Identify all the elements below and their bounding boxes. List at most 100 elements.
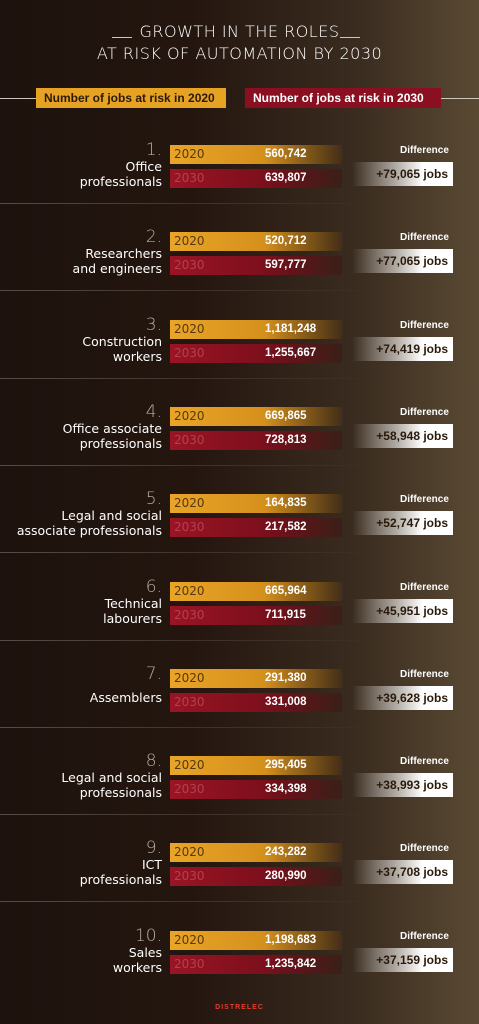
bar-2030: 2030 1,235,842 — [170, 954, 342, 974]
title-dash-left — [112, 37, 132, 38]
row-separator — [0, 464, 380, 466]
row-label: Assemblers — [2, 690, 162, 705]
chart-row: 4. Office associate professionals 2020 669,8… — [0, 402, 479, 489]
chart-row: 8. Legal and social professionals 2020 295,4… — [0, 751, 479, 838]
row-label: Sales workers — [2, 945, 162, 975]
row-rank: 10. — [134, 925, 162, 946]
bar-2020: 2020 243,282 — [170, 843, 342, 863]
difference-label: Difference — [400, 494, 449, 506]
difference-value: +52,747 jobs — [352, 511, 453, 536]
bar-2020-value: 669,865 — [265, 409, 307, 422]
row-label-line2: workers — [112, 348, 162, 364]
bar-2020: 2020 164,835 — [170, 494, 342, 514]
bar-2020-year: 2020 — [174, 583, 205, 598]
bar-2020-year: 2020 — [174, 845, 205, 860]
bar-2030: 2030 1,255,667 — [170, 343, 342, 363]
row-separator — [0, 552, 380, 554]
row-rank: 8. — [145, 751, 162, 772]
bar-2020-year: 2020 — [174, 321, 205, 336]
chart-title-line1: GROWTH IN THE ROLES — [0, 22, 479, 41]
row-label: Technical labourers — [2, 596, 162, 626]
bar-2030: 2030 331,008 — [170, 692, 342, 712]
row-rank: 7. — [145, 663, 162, 684]
chart-row: 5. Legal and social associate professional… — [0, 489, 479, 576]
legend-rule-left — [0, 98, 36, 99]
difference-label: Difference — [400, 668, 449, 680]
row-label: ICT professionals — [2, 857, 162, 887]
bar-2030: 2030 728,813 — [170, 430, 342, 450]
bar-2020-year: 2020 — [174, 234, 205, 249]
bar-2020-value: 243,282 — [265, 846, 307, 859]
row-label-line1: Office associate — [62, 420, 162, 436]
row-separator — [0, 726, 380, 728]
bar-2020: 2020 520,712 — [170, 232, 342, 252]
difference-label: Difference — [400, 319, 449, 331]
bar-2020: 2020 669,865 — [170, 406, 342, 426]
row-label-line2: and engineers — [72, 261, 162, 277]
row-rank: 5. — [145, 489, 162, 510]
row-label: Office associate professionals — [2, 421, 162, 451]
legend-2020: Number of jobs at risk in 2020 — [36, 88, 226, 108]
bar-2020-value: 520,712 — [265, 235, 307, 248]
row-label-line1: ICT — [141, 857, 162, 873]
difference-value: +77,065 jobs — [352, 249, 453, 274]
row-rank: 9. — [145, 838, 162, 859]
row-label-line1: Researchers — [85, 246, 162, 262]
row-label-line2: associate professionals — [16, 523, 162, 539]
bar-2030-year: 2030 — [174, 345, 205, 360]
difference-label: Difference — [400, 930, 449, 942]
row-label-line1: Office — [125, 159, 163, 174]
bar-2020: 2020 1,181,248 — [170, 319, 342, 339]
chart-row: 9. ICT professionals 2020 243,282 2030 280,990… — [0, 838, 479, 925]
bar-2020: 2020 295,405 — [170, 756, 342, 776]
legend-2030: Number of jobs at risk in 2030 — [245, 88, 441, 108]
bar-2030: 2030 597,777 — [170, 256, 342, 276]
title-dash-right — [340, 37, 360, 38]
difference-value: +38,993 jobs — [352, 773, 453, 798]
bar-2030-value: 597,777 — [265, 259, 307, 272]
bar-2030: 2030 217,582 — [170, 518, 342, 538]
row-label-line2: professionals — [79, 174, 162, 189]
bar-2030-year: 2030 — [174, 956, 205, 971]
bar-2030: 2030 334,398 — [170, 780, 342, 800]
difference-label: Difference — [400, 145, 449, 156]
bar-2030-year: 2030 — [174, 607, 205, 622]
difference-value: +58,948 jobs — [352, 423, 453, 448]
chart-row: 1. Office professionals 2020 560,742 2030 639,… — [0, 140, 479, 227]
difference-value: +37,708 jobs — [352, 860, 453, 885]
row-label: Researchers and engineers — [2, 246, 162, 276]
bar-2020-value: 164,835 — [265, 497, 307, 510]
chart-row: 10. Sales workers 2020 1,198,683 2030 1,235,84… — [0, 926, 479, 1013]
row-label-line1: Assemblers — [89, 689, 162, 705]
row-label: Office professionals — [2, 159, 162, 189]
difference-value: +45,951 jobs — [352, 598, 453, 623]
row-label-line2: professionals — [79, 435, 162, 451]
row-separator — [0, 814, 380, 816]
bar-2020-year: 2020 — [174, 408, 205, 423]
chart-row: 2. Researchers and engineers 2020 520,712 203… — [0, 227, 479, 314]
row-separator — [0, 290, 380, 292]
brand-logo: DISTRELEC — [215, 1004, 264, 1011]
bar-2030-value: 728,813 — [265, 433, 307, 446]
row-rank: 4. — [145, 401, 162, 422]
bar-2020-year: 2020 — [174, 758, 205, 773]
bar-2030-value: 334,398 — [265, 783, 307, 796]
row-label-line1: Construction — [82, 333, 162, 349]
row-label: Construction workers — [2, 334, 162, 364]
bar-2020-year: 2020 — [174, 932, 205, 947]
row-label-line1: Technical — [104, 595, 162, 611]
chart-row: 7. Assemblers 2020 291,380 2030 331,008 Differ… — [0, 664, 479, 751]
difference-value: +39,628 jobs — [352, 685, 453, 710]
row-label-line2: labourers — [103, 610, 162, 626]
chart-row: 6. Technical labourers 2020 665,964 2030 711,9… — [0, 577, 479, 664]
bar-2030-year: 2030 — [174, 258, 205, 273]
difference-value: +37,159 jobs — [352, 947, 453, 972]
row-rank: 1. — [145, 140, 162, 160]
legend-rule-right — [441, 98, 479, 99]
row-rank: 2. — [145, 227, 162, 248]
bar-2020-value: 291,380 — [265, 671, 307, 684]
row-separator — [0, 203, 380, 204]
bar-2020-value: 295,405 — [265, 759, 307, 772]
difference-value: +74,419 jobs — [352, 336, 453, 361]
bar-2020-year: 2020 — [174, 147, 205, 161]
